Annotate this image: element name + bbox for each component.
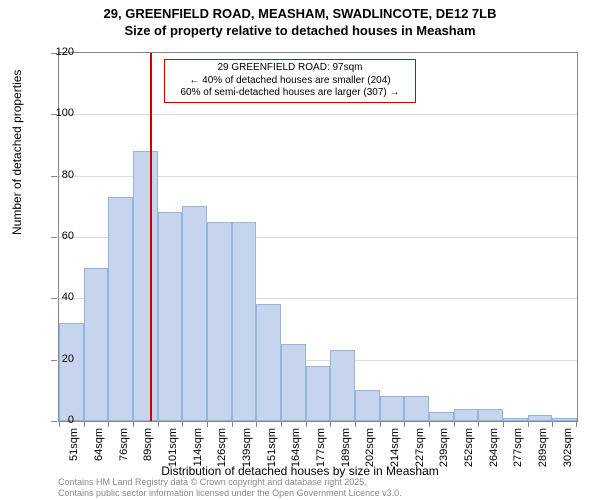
x-tick-label: 277sqm [512, 428, 524, 468]
x-tick [552, 421, 553, 427]
x-tick [429, 421, 430, 427]
histogram-bar [108, 197, 133, 421]
histogram-bar [355, 390, 380, 421]
y-tick [51, 360, 57, 361]
annotation-box: 29 GREENFIELD ROAD: 97sqm← 40% of detach… [164, 59, 416, 103]
histogram-bar [182, 206, 207, 421]
x-tick-label: 227sqm [414, 428, 426, 468]
footer-line2: Contains public sector information licen… [58, 488, 402, 499]
footer-line1: Contains HM Land Registry data © Crown c… [58, 477, 402, 488]
x-tick-label: 76sqm [118, 428, 130, 468]
x-tick-label: 51sqm [68, 428, 80, 468]
x-tick [232, 421, 233, 427]
histogram-bar [330, 350, 355, 421]
y-axis-label: Number of detached properties [10, 70, 24, 235]
histogram-bar [256, 304, 281, 421]
x-tick-label: 264sqm [488, 428, 500, 468]
histogram-bar [429, 412, 454, 421]
x-tick [59, 421, 60, 427]
x-tick-label: 101sqm [167, 428, 179, 468]
x-tick [478, 421, 479, 427]
x-tick-label: 239sqm [438, 428, 450, 468]
x-tick [355, 421, 356, 427]
y-tick-label: 40 [62, 291, 74, 303]
x-tick [330, 421, 331, 427]
x-tick-label: 214sqm [389, 428, 401, 468]
x-tick-label: 64sqm [93, 428, 105, 468]
x-tick [256, 421, 257, 427]
x-tick [380, 421, 381, 427]
chart-title-line1: 29, GREENFIELD ROAD, MEASHAM, SWADLINCOT… [0, 0, 600, 23]
x-tick [84, 421, 85, 427]
y-tick [51, 237, 57, 238]
x-tick [133, 421, 134, 427]
histogram-bar [380, 396, 405, 421]
y-tick [51, 298, 57, 299]
y-tick-label: 20 [62, 353, 74, 365]
chart-title-line2: Size of property relative to detached ho… [0, 23, 600, 38]
y-tick-label: 60 [62, 230, 74, 242]
x-tick-label: 252sqm [463, 428, 475, 468]
x-tick-label: 177sqm [315, 428, 327, 468]
histogram-bar [207, 222, 232, 421]
histogram-bar [84, 268, 109, 421]
x-tick-label: 114sqm [192, 428, 204, 468]
x-tick [528, 421, 529, 427]
x-tick-label: 151sqm [266, 428, 278, 468]
annotation-line: ← 40% of detached houses are smaller (20… [171, 75, 409, 88]
y-tick [51, 421, 57, 422]
marker-line [150, 53, 152, 421]
histogram-bar [528, 415, 553, 421]
histogram-bar [281, 344, 306, 421]
annotation-line: 29 GREENFIELD ROAD: 97sqm [171, 62, 409, 75]
gridline [59, 114, 577, 115]
x-tick-label: 164sqm [290, 428, 302, 468]
histogram-bar [59, 323, 84, 421]
chart-container: 29, GREENFIELD ROAD, MEASHAM, SWADLINCOT… [0, 0, 600, 500]
histogram-bar [306, 366, 331, 421]
x-tick [158, 421, 159, 427]
x-tick [207, 421, 208, 427]
y-tick-label: 80 [62, 169, 74, 181]
x-tick-label: 202sqm [364, 428, 376, 468]
plot-area: 29 GREENFIELD ROAD: 97sqm← 40% of detach… [58, 52, 578, 422]
histogram-bar [133, 151, 158, 421]
x-tick [503, 421, 504, 427]
x-tick [454, 421, 455, 427]
y-tick-label: 100 [56, 107, 74, 119]
x-tick [281, 421, 282, 427]
histogram-bar [552, 418, 577, 421]
histogram-bar [454, 409, 479, 421]
x-tick-label: 302sqm [562, 428, 574, 468]
x-tick-label: 89sqm [142, 428, 154, 468]
histogram-bar [232, 222, 257, 421]
y-tick [51, 176, 57, 177]
histogram-bar [158, 212, 183, 421]
x-tick [306, 421, 307, 427]
x-tick [108, 421, 109, 427]
x-tick [182, 421, 183, 427]
x-tick-label: 289sqm [537, 428, 549, 468]
y-tick-label: 0 [68, 414, 74, 426]
x-tick-label: 189sqm [340, 428, 352, 468]
footer-attribution: Contains HM Land Registry data © Crown c… [58, 477, 402, 499]
histogram-bar [478, 409, 503, 421]
histogram-bar [503, 418, 528, 421]
x-tick [576, 421, 577, 427]
x-tick-label: 139sqm [241, 428, 253, 468]
histogram-bar [404, 396, 429, 421]
annotation-line: 60% of semi-detached houses are larger (… [171, 87, 409, 100]
x-tick [404, 421, 405, 427]
x-tick-label: 126sqm [216, 428, 228, 468]
y-tick-label: 120 [56, 46, 74, 58]
